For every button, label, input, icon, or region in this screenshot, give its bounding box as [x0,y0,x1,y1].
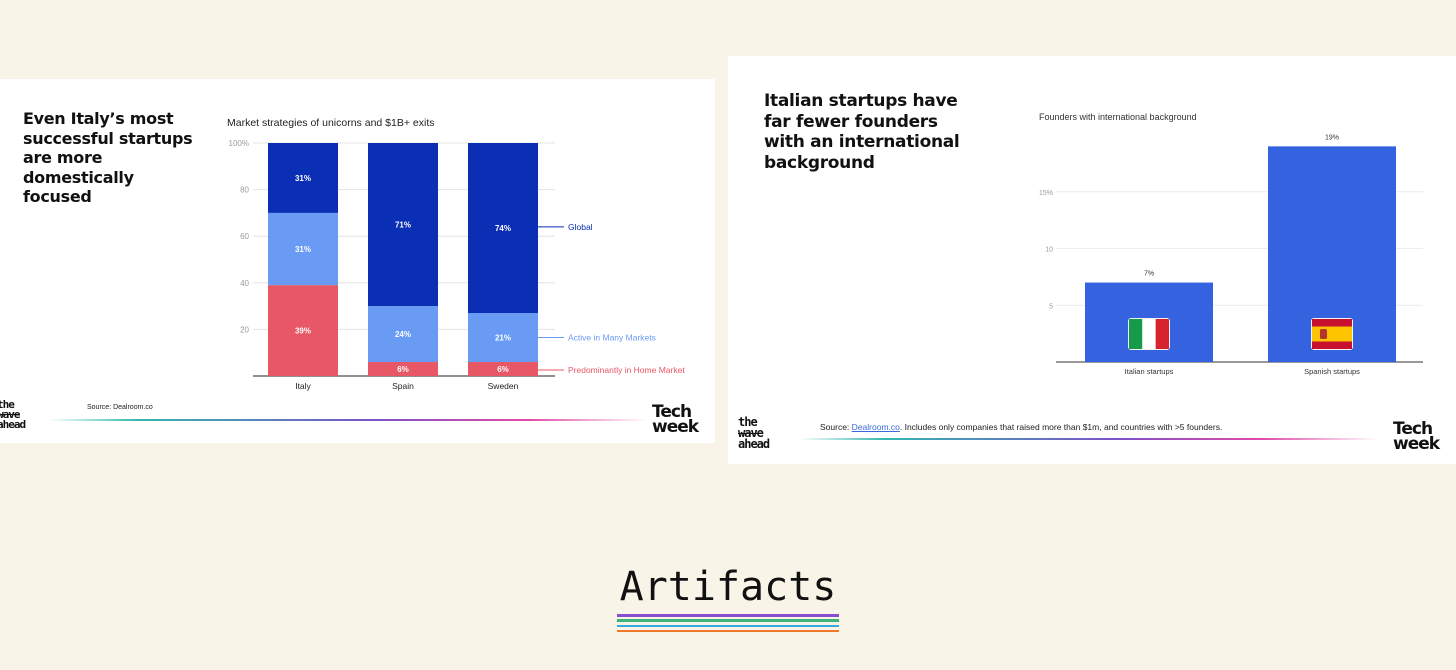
chart-title: Founders with international background [1039,112,1197,122]
logo-word: week [1393,434,1440,454]
y-tick-label: 15% [1039,190,1053,197]
slide-international-founders: Italian startups have far fewer founders… [728,56,1456,464]
bar-segment [368,306,438,363]
flag-stripe [1142,319,1156,349]
y-tick-label: 40 [240,279,249,288]
tech-week-logo: Tech week [1393,419,1440,454]
data-label: 31% [295,174,311,183]
y-tick-label: 80 [240,186,249,195]
logo-word: wave [0,408,21,421]
spain-flag-icon [1311,318,1353,350]
logo-word: ahead [738,437,770,451]
source-note: Source: Dealroom.co. Includes only compa… [820,422,1222,432]
bar-segment [368,143,438,307]
x-tick-label: Italian startups [1125,367,1174,376]
bar-segment [468,143,538,314]
y-tick-label: 20 [240,325,249,334]
slide-headline: Italian startups have far fewer founders… [764,91,960,173]
data-label: 71% [395,221,411,230]
data-label: 7% [1144,271,1154,278]
data-label: 39% [295,327,311,336]
flag-stripe [1312,341,1352,349]
footer-gradient-line [48,419,648,421]
bar-segment [268,212,338,286]
source-label: Source: [820,422,850,432]
the-wave-ahead-logo: the wave ahead [738,415,770,451]
logo-word: the [0,398,15,411]
slide-headline: Even Italy’s most successful startups ar… [23,109,193,206]
data-label: 74% [495,224,511,233]
the-wave-ahead-logo: the wave ahead [0,398,26,431]
artifacts-heading: Artifacts [619,564,837,610]
x-tick-label: Spain [392,381,414,391]
data-label: 21% [495,334,511,343]
flag-stripe [1129,319,1143,349]
legend-label: Predominantly in Home Market [568,365,685,375]
source-link[interactable]: Dealroom.co [851,422,900,432]
logo-word: Tech [1393,419,1433,439]
x-tick-label: Spanish startups [1304,367,1360,376]
source-label: Source: [87,404,112,411]
flag-stripe [1155,319,1169,349]
source-text: Dealroom.co [113,404,153,411]
flag-emblem [1320,329,1327,339]
flag-stripe [1312,326,1352,342]
italy-flag-icon [1128,318,1170,350]
underline-stripe [617,614,839,617]
footer-gradient-line [798,438,1378,440]
data-label: 6% [497,365,509,374]
slide-italy-domestic-focus: Even Italy’s most successful startups ar… [0,79,715,443]
source-note: Source: Dealroom.co [87,404,153,411]
x-tick-label: Italy [295,381,311,391]
y-tick-label: 60 [240,232,249,241]
y-tick-label: 10 [1045,247,1053,254]
flag-stripe [1312,319,1352,327]
underline-stripe [617,619,839,622]
underline-stripe [617,624,839,628]
bar-segment [268,143,338,213]
logo-word: week [652,417,699,437]
underline-stripe [617,629,839,633]
data-label: 6% [397,365,409,374]
logo-word: the [738,415,758,429]
bar-segment [468,362,538,376]
bar-chart: 5 10 15% 7% Italian startups 19% Spanish start… [1039,134,1423,376]
legend-label: Global [568,222,593,232]
data-label: 24% [395,330,411,339]
bar-segment [468,313,538,363]
tech-week-logo: Tech week [652,402,699,437]
logo-word: Tech [652,402,692,422]
data-label: 19% [1325,134,1339,141]
legend-label: Active in Many Markets [568,333,656,343]
bar-segment [268,285,338,376]
logo-word: wave [738,426,764,440]
chart-title: Market strategies of unicorns and $1B+ e… [227,117,435,129]
source-text: . Includes only companies that raised mo… [899,422,1223,432]
bar-segment [368,362,438,376]
stacked-bar-chart: 20 40 60 80 100% 39% 31% 31% Italy 6% 24% 71% Spain 6… [229,139,686,391]
y-tick-label: 100% [229,139,249,148]
logo-word: ahead [0,418,26,431]
data-label: 31% [295,245,311,254]
x-tick-label: Sweden [488,381,519,391]
y-tick-label: 5 [1049,303,1053,310]
